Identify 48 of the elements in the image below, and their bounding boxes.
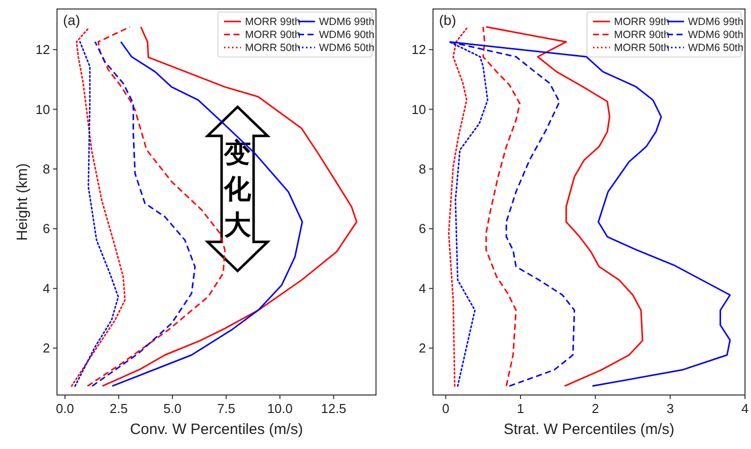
y-tick-label: 10 [36, 102, 50, 117]
x-tick-label: 0 [442, 401, 450, 416]
y-axis-title: Height (km) [14, 163, 31, 241]
line-series [74, 41, 120, 387]
y-tick-label: 8 [418, 162, 426, 177]
line-series [485, 26, 644, 387]
line-series [448, 28, 468, 387]
y-tick-label: 12 [36, 42, 50, 58]
y-tick-label: 12 [412, 42, 426, 58]
x-tick-label: 0.0 [56, 401, 74, 416]
legend-label: WDM6 50th [688, 42, 744, 54]
y-tick-label: 4 [418, 280, 426, 296]
x-tick-label: 5.0 [163, 401, 182, 416]
x-tick-label: 4 [741, 401, 749, 416]
y-tick-label: 6 [418, 221, 426, 236]
chart-title: (a) [63, 12, 80, 28]
legend-label: MORR 50th [245, 42, 301, 54]
x-tick-label: 1 [516, 401, 524, 416]
x-tick-label: 3 [666, 401, 674, 416]
x-tick-label: 2 [592, 401, 599, 416]
x-axis-title: Conv. W Percentiles (m/s) [130, 421, 304, 438]
x-tick-label: 7.5 [217, 401, 236, 416]
line-series [111, 41, 304, 387]
x-axis-title: Strat. W Percentiles (m/s) [504, 421, 674, 438]
legend-label: MORR 90th [614, 29, 670, 42]
y-tick-label: 4 [42, 280, 50, 296]
legend-label: WDM6 90th [319, 29, 375, 42]
y-tick-label: 6 [42, 221, 50, 236]
legend-label: MORR 99th [614, 16, 670, 28]
y-tick-label: 10 [412, 102, 426, 117]
y-tick-label: 8 [42, 162, 50, 177]
chart-title: (b) [439, 12, 456, 28]
line-series [92, 41, 196, 387]
legend-label: WDM6 50th [319, 42, 375, 54]
x-tick-label: 2.5 [110, 401, 128, 416]
y-tick-label: 2 [418, 340, 426, 356]
legend-label: WDM6 90th [688, 29, 744, 42]
legend-label: WDM6 99th [319, 16, 375, 28]
line-series [482, 26, 521, 387]
annotation: 变化大 [223, 138, 252, 240]
x-tick-label: 10.0 [267, 401, 293, 416]
y-tick-label: 2 [42, 340, 50, 356]
x-tick-label: 12.5 [320, 401, 346, 416]
line-series [70, 28, 126, 387]
legend-label: MORR 90th [245, 29, 301, 42]
legend-label: MORR 99th [245, 16, 301, 28]
legend-label: WDM6 99th [688, 16, 744, 28]
legend-label: MORR 50th [614, 42, 670, 54]
